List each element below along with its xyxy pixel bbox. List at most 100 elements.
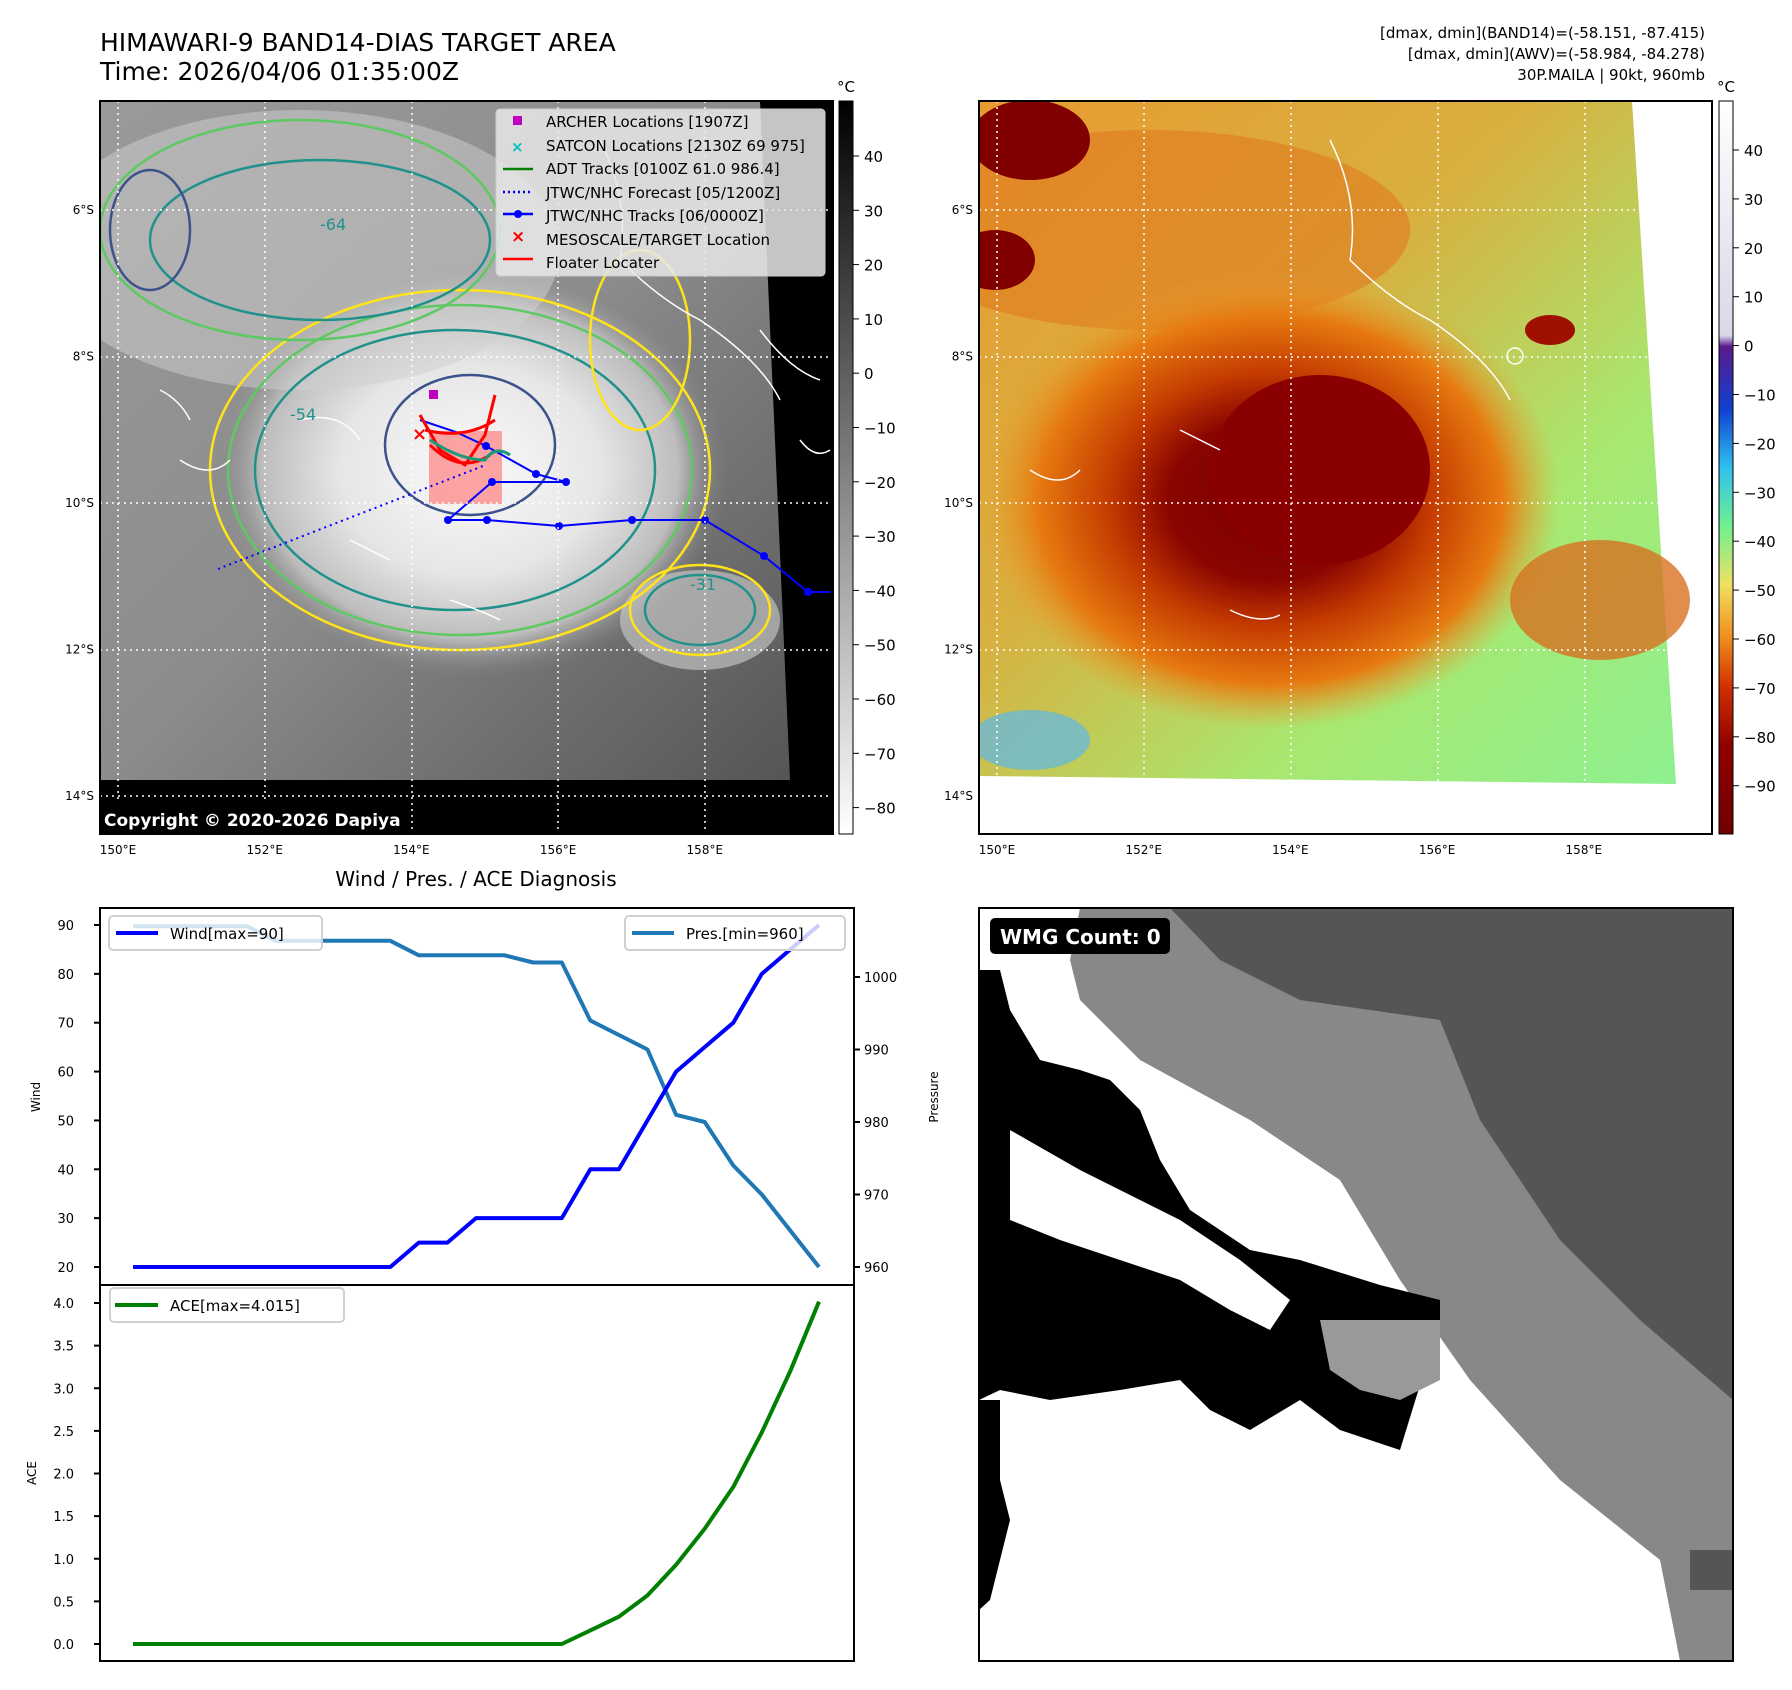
coastlines xyxy=(1029,139,1524,620)
satcon-x-icon: × xyxy=(511,138,524,156)
target-marker: × xyxy=(412,424,427,445)
lat-label: 6°S xyxy=(952,203,973,217)
lat-label: 12°S xyxy=(944,643,973,657)
target-x-icon: × xyxy=(511,227,525,247)
band14-range: [dmax, dmin](BAND14)=(-58.151, -87.415) xyxy=(1380,24,1705,42)
lat-label: 14°S xyxy=(65,789,94,803)
ace-legend-label: ACE[max=4.015] xyxy=(170,1297,300,1315)
colorbar-tick-label: −80 xyxy=(1744,729,1776,747)
wind-legend-label: Wind[max=90] xyxy=(170,925,284,943)
colorbar-ir-ticks: 40 30 20 10 0 −10 −20 −30 −40 −50 −60 −70 −80 xyxy=(853,148,896,818)
lon-label: 154°E xyxy=(393,843,430,857)
colorbar-tick-label: −80 xyxy=(864,800,896,818)
lat-label: 6°S xyxy=(73,203,94,217)
pressure-tick-label: 1000 xyxy=(864,971,897,986)
adt-track xyxy=(429,438,511,462)
copyright: Copyright © 2020-2026 Dapiya xyxy=(104,811,401,831)
awv-range: [dmax, dmin](AWV)=(-58.984, -84.278) xyxy=(1408,45,1705,63)
colorbar-tick-label: −90 xyxy=(1744,778,1776,796)
lat-label: 12°S xyxy=(65,643,94,657)
pressure-tick-label: 980 xyxy=(864,1116,889,1131)
colorbar-tick-label: 40 xyxy=(1744,142,1763,160)
colorbar-tick-label: 20 xyxy=(864,257,883,275)
ace-line xyxy=(133,1300,821,1646)
wind-tick-label: 20 xyxy=(57,1261,74,1276)
lon-label: 152°E xyxy=(1125,843,1162,857)
colorbar-tick-label: −10 xyxy=(1744,387,1776,405)
colorbar-ir-unit: °C xyxy=(837,78,855,96)
legend-satcon: SATCON Locations [2130Z 69 975] xyxy=(546,137,805,155)
ace-tick-label: 4.0 xyxy=(53,1297,74,1312)
lon-label: 156°E xyxy=(540,843,577,857)
wind-line xyxy=(133,923,821,1269)
wmg-panel: WMG Count: 0 xyxy=(979,908,1733,1661)
colorbar-ir xyxy=(838,100,854,835)
colorbar-tick-label: −40 xyxy=(1744,533,1776,551)
colorbar-tick-label: 20 xyxy=(1744,240,1763,258)
gridlines xyxy=(979,101,1712,834)
wind-tick-label: 70 xyxy=(57,1017,74,1032)
ace-axes xyxy=(99,1284,855,1662)
colorbar-tick-label: −10 xyxy=(864,420,896,438)
contour-label: -64 xyxy=(320,215,346,234)
pressure-ylabel: Pressure xyxy=(927,1071,941,1122)
gridlines xyxy=(100,101,833,834)
ace-tick-label: 0.5 xyxy=(53,1595,74,1610)
wind-tick-label: 90 xyxy=(57,919,74,934)
colorbar-tick-label: −70 xyxy=(864,745,896,763)
lat-label: 8°S xyxy=(73,350,94,364)
colorbar-tick-label: −50 xyxy=(864,637,896,655)
lat-label: 10°S xyxy=(944,496,973,510)
wind-tick-label: 40 xyxy=(57,1163,74,1178)
wind-tick-label: 50 xyxy=(57,1114,74,1129)
ace-tick-label: 3.0 xyxy=(53,1382,74,1397)
pressure-legend: Pres.[min=960] xyxy=(624,915,846,951)
ace-tick-label: 2.5 xyxy=(53,1425,74,1440)
colorbar-tick-label: 0 xyxy=(1744,338,1754,356)
chart-marks: 20 30 40 50 60 70 80 90 960 970 980 990 1000 0.0 0.5 1.… xyxy=(53,919,897,1653)
lon-label: 156°E xyxy=(1419,843,1456,857)
legend-tracks: JTWC/NHC Tracks [06/0000Z] xyxy=(545,207,764,225)
wind-tick-label: 60 xyxy=(57,1066,74,1081)
target-area-box xyxy=(429,431,502,504)
contour-label: -31 xyxy=(690,575,716,594)
ace-ylabel: ACE xyxy=(25,1461,39,1485)
ace-legend: ACE[max=4.015] xyxy=(109,1287,345,1323)
colorbar-tick-label: −20 xyxy=(1744,435,1776,453)
colorbar-tick-label: 30 xyxy=(1744,191,1763,209)
contour-label: -54 xyxy=(290,405,316,424)
colorbar-tick-label: −30 xyxy=(864,528,896,546)
ace-tick-label: 2.0 xyxy=(53,1468,74,1483)
lon-label: 150°E xyxy=(979,843,1016,857)
colorbar-awv-ticks: 40 30 20 10 0 −10 −20 −30 −40 −50 −60 −70 −80 −90 xyxy=(1733,142,1776,796)
lon-label: 152°E xyxy=(246,843,283,857)
wind-tick-label: 30 xyxy=(57,1212,74,1227)
archer-square-icon xyxy=(513,116,522,125)
colorbar-tick-label: 30 xyxy=(864,202,883,220)
figure-title: HIMAWARI-9 BAND14-DIAS TARGET AREA xyxy=(100,28,616,57)
lon-label: 158°E xyxy=(687,843,724,857)
archer-marker xyxy=(429,390,438,399)
map-legend: × × ARCHER Locations [1907Z] SATCON Loca… xyxy=(495,108,826,277)
pressure-tick-label: 970 xyxy=(864,1189,889,1204)
pressure-tick-label: 990 xyxy=(864,1044,889,1059)
lat-label: 8°S xyxy=(952,350,973,364)
wind-tick-label: 80 xyxy=(57,968,74,983)
wind-ylabel: Wind xyxy=(29,1082,43,1112)
pressure-tick-label: 960 xyxy=(864,1261,889,1276)
ace-tick-label: 1.0 xyxy=(53,1553,74,1568)
colorbar-tick-label: −30 xyxy=(1744,484,1776,502)
colorbar-tick-label: 10 xyxy=(1744,289,1763,307)
colorbar-tick-label: 40 xyxy=(864,148,883,166)
colorbar-tick-label: 0 xyxy=(864,365,874,383)
lon-label: 150°E xyxy=(100,843,137,857)
legend-forecast: JTWC/NHC Forecast [05/1200Z] xyxy=(545,184,780,202)
colorbar-tick-label: −40 xyxy=(864,582,896,600)
awv-map-panel xyxy=(979,101,1712,834)
wind-pressure-axes xyxy=(99,907,855,1286)
storm-info: 30P.MAILA | 90kt, 960mb xyxy=(1517,66,1705,84)
lat-label: 10°S xyxy=(65,496,94,510)
colorbar-tick-label: −50 xyxy=(1744,582,1776,600)
colorbar-awv xyxy=(1718,100,1734,835)
